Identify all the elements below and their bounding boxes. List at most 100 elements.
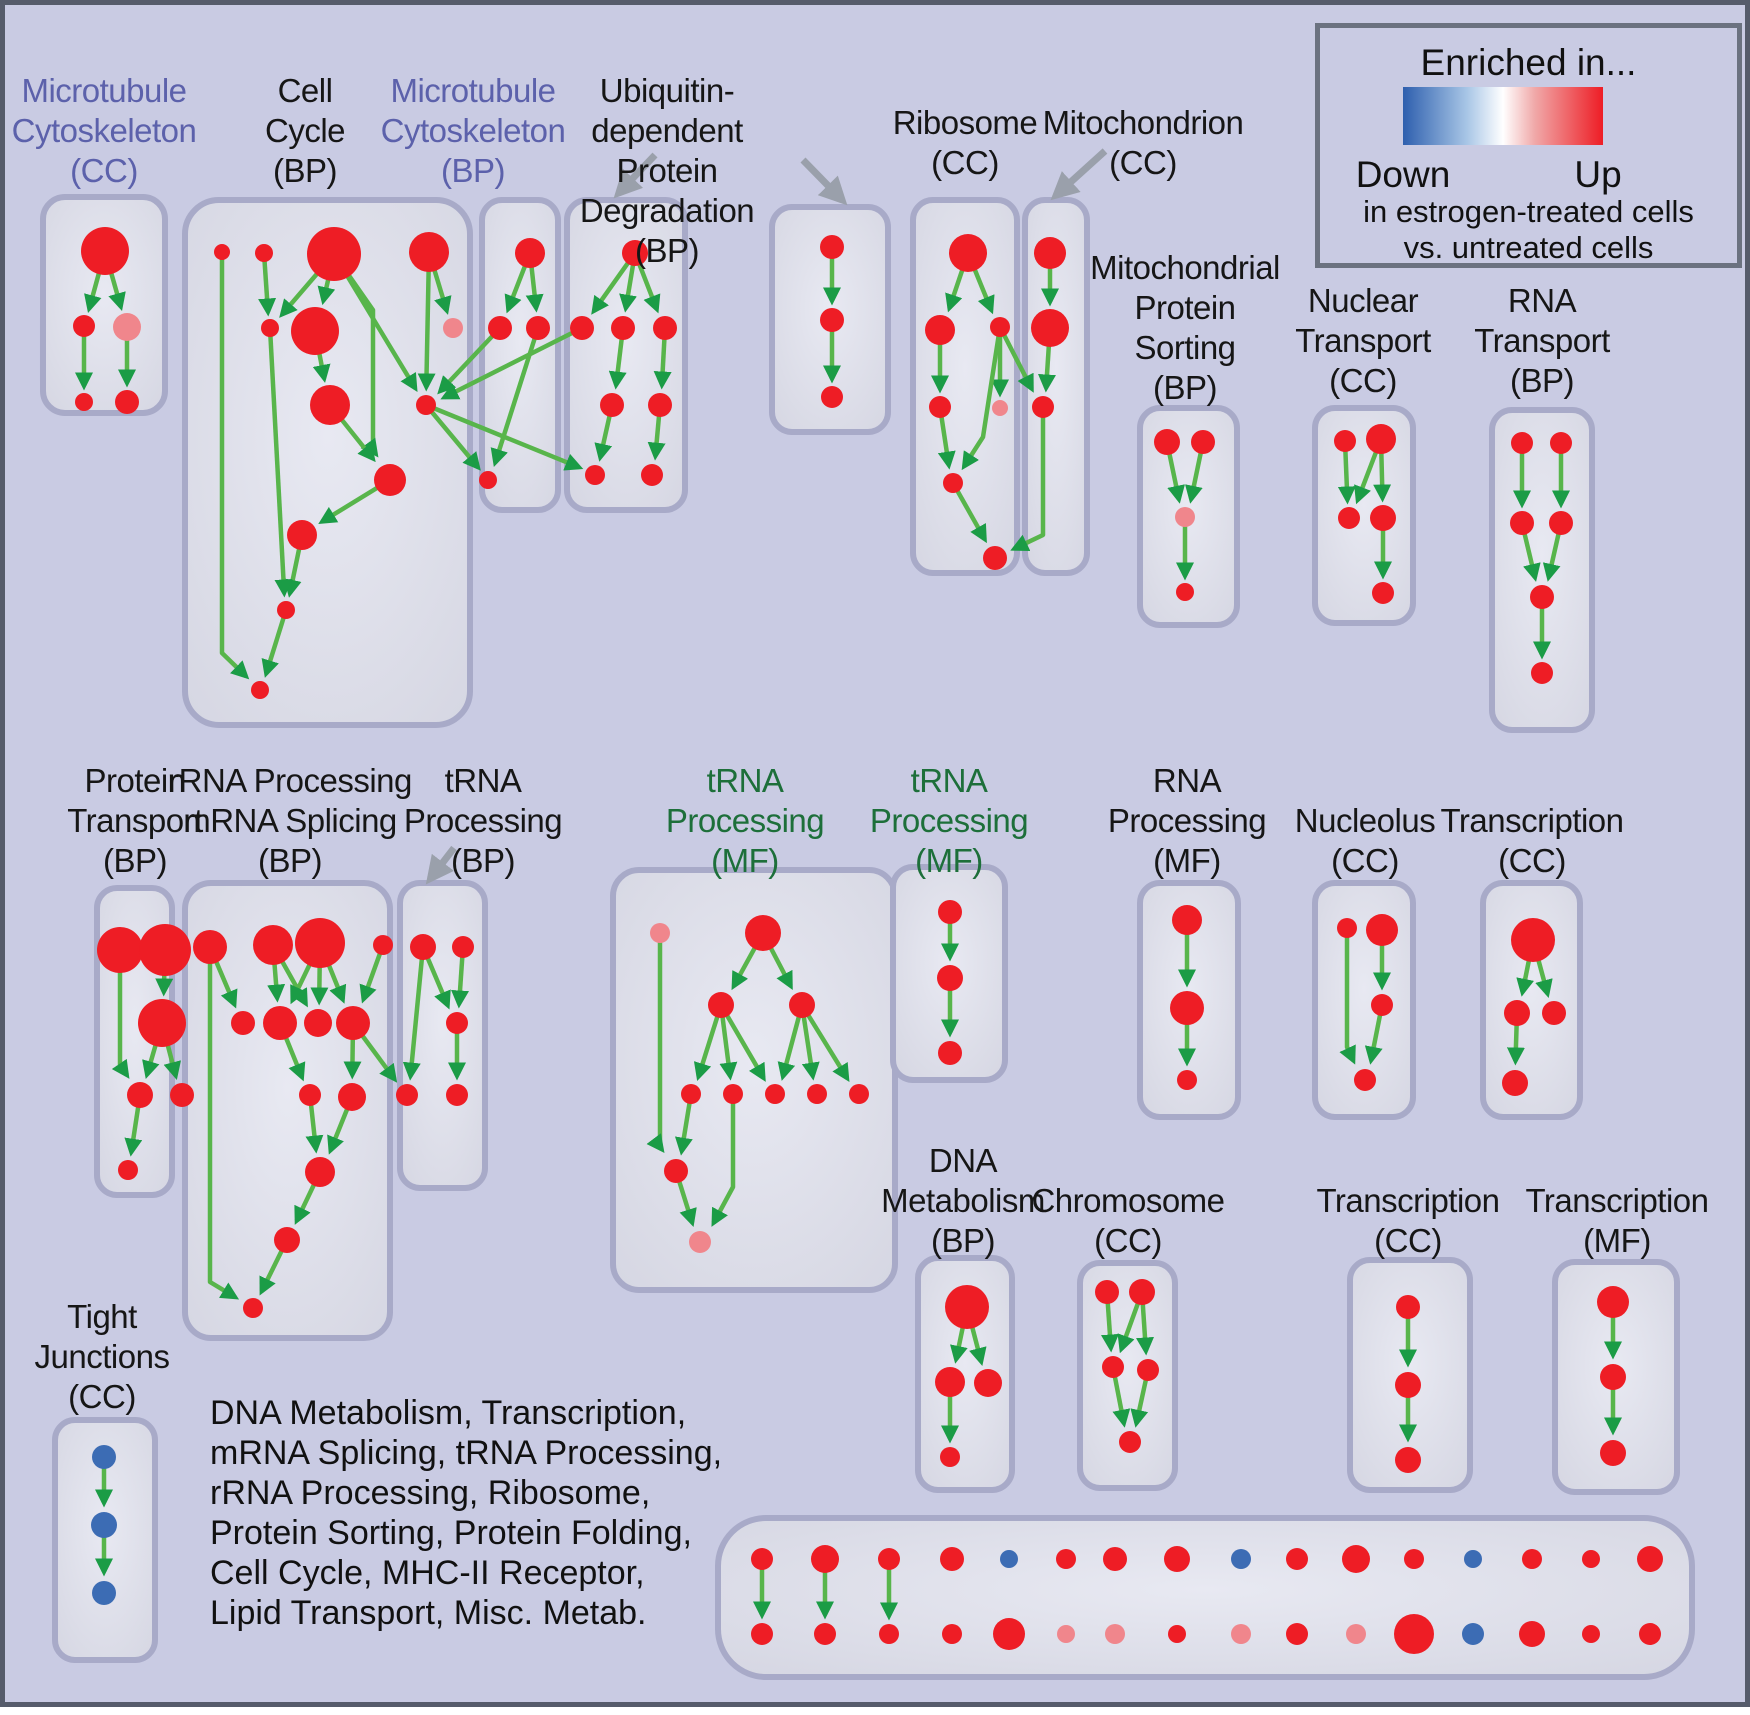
label-line: Transcription	[1316, 1182, 1500, 1219]
go-term-node-red	[1371, 994, 1393, 1016]
label-dna-metabolism: DNA Metabolism (BP)	[881, 1141, 1045, 1261]
label-line: tRNA	[910, 762, 988, 799]
go-term-node-red	[1366, 914, 1398, 946]
go-term-node-red	[304, 1009, 332, 1037]
go-term-node-red	[263, 1006, 297, 1040]
legend-note-line2: vs. untreated cells	[1403, 230, 1654, 265]
go-term-node-pink	[1231, 1624, 1251, 1644]
go-term-node-pink	[1105, 1624, 1125, 1644]
go-term-node-red	[1177, 1070, 1197, 1090]
group-box-misc-strip	[715, 1515, 1695, 1680]
edge-arrow	[111, 950, 130, 1079]
legend-down-label: Down	[1355, 154, 1451, 195]
label-pointer-arrow	[800, 157, 848, 206]
go-term-node-red	[1502, 1070, 1528, 1096]
network-canvas	[40, 148, 1695, 1680]
go-term-node-red	[1370, 505, 1396, 531]
label-line: Microtubule	[21, 72, 187, 109]
go-term-node-red	[243, 1298, 263, 1318]
go-term-node-red	[611, 316, 635, 340]
go-term-node-red	[307, 227, 361, 281]
label-line: Mitochondrial	[1090, 249, 1280, 286]
edge-arrow	[424, 403, 481, 471]
go-term-node-red	[820, 308, 844, 332]
go-term-node-red	[291, 307, 339, 355]
go-term-node-red	[1119, 1431, 1141, 1453]
label-protein-transport: Protein Transport (BP)	[67, 761, 203, 881]
label-line: (CC)	[1374, 1222, 1442, 1259]
go-term-node-red	[410, 934, 436, 960]
edge-arrow	[961, 326, 1003, 471]
go-term-node-red	[277, 601, 295, 619]
go-term-node-red	[115, 390, 139, 414]
group-box-microtubule-cc	[40, 194, 168, 416]
label-tight-junctions: Tight Junctions (CC)	[35, 1297, 170, 1417]
go-term-node-red	[1394, 1614, 1434, 1654]
label-line: dependent	[591, 112, 743, 149]
go-term-node-red	[937, 965, 963, 991]
go-term-node-red	[945, 1285, 989, 1329]
go-term-node-blue	[1000, 1550, 1018, 1568]
group-box-nuclear-transport	[1312, 405, 1416, 626]
label-rrna-mrna: rRNA Processing mRNA Splicing (BP)	[168, 761, 412, 881]
go-term-node-red	[261, 319, 279, 337]
legend-up-label: Up	[1574, 154, 1622, 195]
go-term-node-red	[585, 465, 605, 485]
edge-arrow	[490, 327, 541, 467]
label-line: (BP)	[451, 842, 516, 879]
edge-arrow	[417, 251, 436, 392]
group-box-rna-transport	[1489, 407, 1595, 733]
go-term-node-red	[255, 244, 273, 262]
go-term-node-red	[641, 464, 663, 486]
go-term-node-red	[1286, 1548, 1308, 1570]
go-term-node-red	[1286, 1623, 1308, 1645]
go-term-node-red	[974, 1369, 1002, 1397]
label-line: Mitochondrion	[1042, 104, 1244, 141]
go-term-node-red	[807, 1084, 827, 1104]
label-line: (CC)	[68, 1378, 136, 1415]
go-term-node-red	[193, 930, 227, 964]
go-term-node-red	[1542, 1001, 1566, 1025]
edge-arrow	[207, 947, 240, 1300]
group-box-microtubule-bp	[479, 197, 561, 513]
label-line: (MF)	[915, 842, 983, 879]
go-term-node-red	[1550, 432, 1572, 454]
go-term-node-red	[1637, 1546, 1663, 1572]
label-rna-processing-mf: RNA Processing (MF)	[1108, 761, 1267, 881]
edge-arrow	[800, 1003, 850, 1083]
go-term-node-red	[1129, 1279, 1155, 1305]
go-term-node-red	[1396, 1295, 1420, 1319]
go-term-node-red	[811, 1545, 839, 1573]
label-nucleolus: Nucleolus (CC)	[1295, 801, 1436, 881]
go-term-node-red	[396, 1084, 418, 1106]
label-transcription-cc-bottom: Transcription (CC)	[1316, 1181, 1500, 1261]
go-term-node-red	[373, 935, 393, 955]
go-term-node-red	[446, 1012, 468, 1034]
label-line: (BP)	[1152, 369, 1217, 406]
go-term-node-red	[336, 1006, 370, 1040]
edge-arrow	[261, 609, 289, 678]
edge-arrow	[1010, 407, 1046, 552]
go-term-node-red	[310, 385, 350, 425]
go-term-node-red	[708, 992, 734, 1018]
label-line: (CC)	[1331, 842, 1399, 879]
label-line: Tight	[67, 1298, 137, 1335]
label-line: (CC)	[931, 144, 999, 181]
go-term-node-red	[1600, 1440, 1626, 1466]
go-term-node-red	[170, 1083, 194, 1107]
label-line: (BP)	[930, 1222, 995, 1259]
go-term-node-red	[1102, 1356, 1124, 1378]
go-term-node-red	[935, 1367, 965, 1397]
label-line: Transport	[1295, 322, 1431, 359]
go-term-node-red	[993, 1618, 1025, 1650]
go-term-node-red	[452, 936, 474, 958]
go-term-node-pink	[1057, 1625, 1075, 1643]
go-term-node-red	[1511, 432, 1533, 454]
label-line: tRNA	[706, 762, 784, 799]
label-line: RNA	[1507, 282, 1577, 319]
go-term-node-blue	[91, 1512, 117, 1538]
go-term-node-red	[231, 1011, 255, 1035]
label-line: Degradation	[579, 192, 755, 229]
label-line: Nuclear	[1307, 282, 1419, 319]
